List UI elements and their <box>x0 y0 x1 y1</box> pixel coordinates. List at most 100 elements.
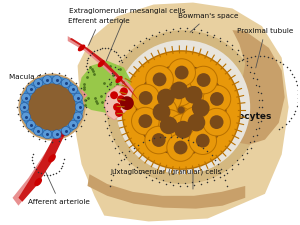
Point <box>41 173 46 176</box>
Point <box>113 168 118 171</box>
Point <box>83 99 88 102</box>
Circle shape <box>69 85 78 94</box>
Circle shape <box>52 75 61 84</box>
Point <box>105 109 110 112</box>
Point <box>224 43 229 46</box>
Circle shape <box>136 65 226 155</box>
Point <box>147 173 152 177</box>
Polygon shape <box>75 2 289 221</box>
Point <box>177 27 182 30</box>
Point <box>287 68 292 72</box>
Point <box>30 158 35 162</box>
Circle shape <box>75 103 84 112</box>
Point <box>33 167 38 171</box>
Point <box>63 73 68 77</box>
Point <box>177 184 182 188</box>
Point <box>198 28 203 32</box>
Point <box>196 143 201 146</box>
Point <box>180 137 185 140</box>
Circle shape <box>174 121 192 139</box>
Point <box>154 176 159 180</box>
Circle shape <box>28 83 76 131</box>
Point <box>281 63 286 66</box>
Point <box>286 119 291 123</box>
Point <box>25 81 30 84</box>
Point <box>256 98 261 101</box>
Point <box>109 80 114 84</box>
Point <box>94 48 99 51</box>
Circle shape <box>26 120 35 129</box>
Text: Juxtaglomerular (granular) cells: Juxtaglomerular (granular) cells <box>111 119 222 176</box>
Point <box>296 88 300 91</box>
Point <box>115 144 120 147</box>
Point <box>129 161 134 164</box>
Point <box>21 86 26 90</box>
Circle shape <box>196 134 210 148</box>
Point <box>131 167 136 171</box>
Point <box>117 59 122 63</box>
Point <box>113 146 118 149</box>
Point <box>161 178 166 182</box>
Ellipse shape <box>34 178 42 186</box>
Point <box>248 146 253 149</box>
Point <box>137 171 142 175</box>
Point <box>107 133 112 137</box>
Point <box>32 165 36 168</box>
Point <box>150 178 154 181</box>
Point <box>240 53 245 57</box>
Point <box>85 58 90 62</box>
Point <box>61 161 66 164</box>
Point <box>256 105 261 109</box>
Point <box>244 152 249 155</box>
Point <box>185 138 190 142</box>
Circle shape <box>120 96 134 110</box>
Point <box>168 180 173 184</box>
Circle shape <box>34 79 43 88</box>
Point <box>291 112 296 116</box>
Ellipse shape <box>60 128 68 137</box>
Point <box>296 101 300 104</box>
Point <box>255 133 260 137</box>
Point <box>218 172 222 175</box>
Point <box>116 163 121 166</box>
Point <box>38 171 43 175</box>
Point <box>244 147 249 151</box>
Circle shape <box>106 30 260 184</box>
Point <box>163 135 168 139</box>
Point <box>197 31 202 35</box>
Point <box>296 92 300 96</box>
Point <box>131 44 136 47</box>
Point <box>141 140 146 144</box>
Point <box>259 98 264 102</box>
Point <box>88 53 92 57</box>
Point <box>260 105 264 109</box>
Circle shape <box>43 130 52 139</box>
Point <box>230 47 235 51</box>
Point <box>230 44 235 47</box>
Circle shape <box>131 107 159 135</box>
Point <box>248 141 253 144</box>
Ellipse shape <box>116 76 123 83</box>
Point <box>137 39 142 43</box>
Circle shape <box>175 66 189 79</box>
Point <box>30 155 35 159</box>
Point <box>235 52 240 56</box>
Circle shape <box>185 92 217 124</box>
Point <box>163 182 168 186</box>
Point <box>18 119 22 122</box>
Text: Proximal tubule: Proximal tubule <box>237 28 293 68</box>
Point <box>135 45 140 49</box>
Point <box>121 53 126 57</box>
Point <box>105 126 110 130</box>
Point <box>143 175 148 178</box>
Point <box>292 76 297 79</box>
Point <box>127 150 132 153</box>
Circle shape <box>168 59 196 86</box>
Polygon shape <box>230 30 285 144</box>
Point <box>218 175 223 178</box>
Circle shape <box>146 66 173 93</box>
Point <box>274 58 279 62</box>
Point <box>116 53 120 56</box>
Point <box>218 36 223 39</box>
Text: Macula densa: Macula densa <box>9 74 58 100</box>
